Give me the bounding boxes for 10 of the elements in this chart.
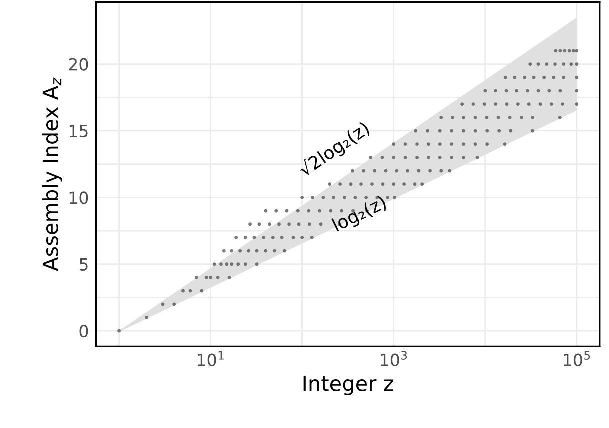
x-tick-label: 10$^{1}$ — [198, 351, 224, 366]
y-tick-label: 10 — [70, 192, 88, 204]
y-tick-label: 15 — [70, 125, 88, 138]
y-tick-label: 0 — [80, 325, 88, 338]
y-tick-label: 20 — [69, 58, 88, 71]
x-tick-label: 10$^{5}$ — [564, 351, 590, 366]
x-axis-title: Integer z — [304, 376, 394, 396]
y-axis-title: Assembly Index A$_{z}$ — [42, 78, 62, 272]
y-tick-label: 5 — [80, 258, 88, 271]
x-tick-label: 10$^{3}$ — [381, 351, 408, 366]
